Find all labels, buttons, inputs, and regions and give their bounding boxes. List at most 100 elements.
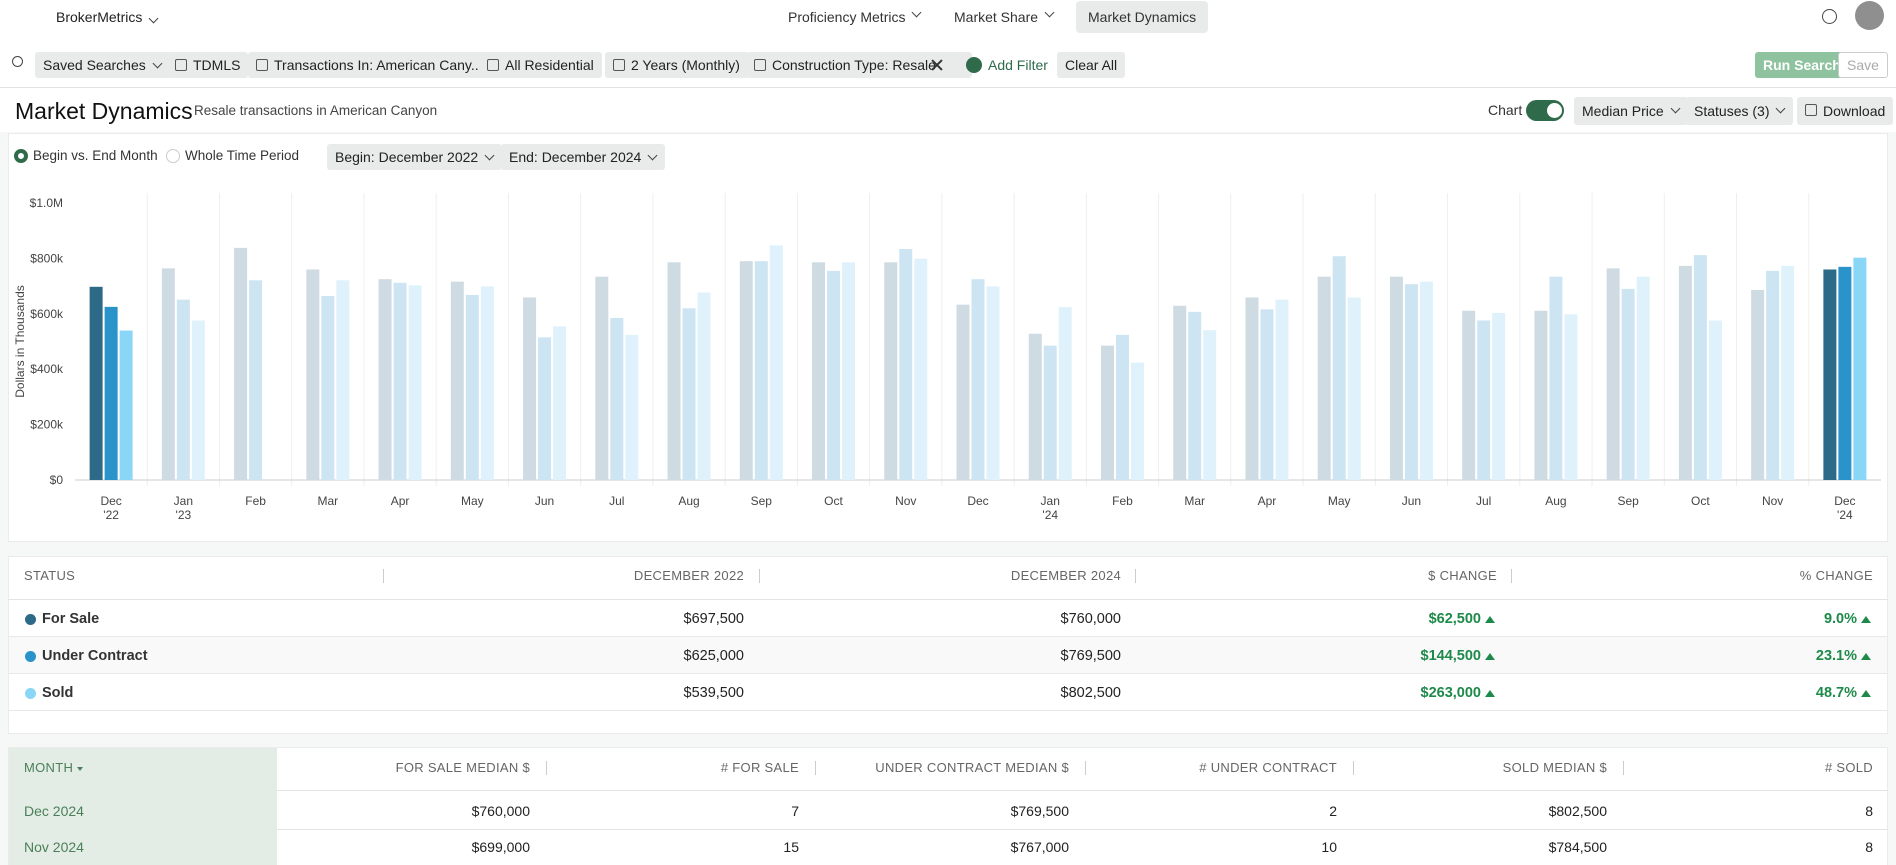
download[interactable]: Download [1797,97,1894,125]
x-tick-label: Feb [1112,494,1133,508]
status-dot [25,651,36,662]
filter-chip[interactable]: Transactions In: American Cany... [248,52,491,78]
column-separator [815,761,816,775]
radio[interactable] [14,149,28,163]
column-separator [546,761,547,775]
table-cell: 8 [1865,803,1873,819]
table-cell: $263,000 [1421,684,1497,702]
status-name: Under Contract [42,648,148,664]
month-cell: Dec 2024 [24,803,84,819]
status-name: For Sale [42,611,100,627]
x-tick-label: May [1327,494,1351,508]
table-cell: 15 [783,839,799,855]
nav-tab[interactable]: Proficiency Metrics [788,1,929,33]
page-title: Market Dynamics [15,98,193,124]
table-cell: $802,500 [1060,685,1121,701]
x-tick-label: Sep [1617,494,1639,508]
x-tick-label: Nov [895,494,917,508]
x-tick-label: Oct [1691,494,1710,508]
add-filter-icon [966,57,982,73]
table-cell: $699,000 [471,839,530,855]
statuses-select[interactable]: Statuses (3) [1686,97,1794,125]
x-tick-label: Oct [824,494,843,508]
status-name: Sold [42,685,74,701]
radio-label[interactable]: Begin vs. End Month [33,148,158,163]
x-tick-label: Mar [1184,494,1206,508]
table-header[interactable]: MONTH [24,760,74,775]
column-separator [383,569,384,583]
x-tick-label: Apr [1257,494,1277,508]
x-tick-label: Jan '23 [173,494,194,522]
add-filter[interactable]: Add Filter [988,57,1048,73]
x-tick-label: Nov [1761,494,1784,508]
begin-select[interactable]: Begin: December 2022 [327,144,503,170]
row-divider [277,790,1888,791]
table-cell: $697,500 [683,611,744,627]
page-subtitle: Resale transactions in American Canyon [194,103,438,118]
chart-toggle-knob [1547,103,1562,118]
filter-chip[interactable]: All Residential [479,52,602,78]
table-cell: $767,000 [1010,839,1069,855]
x-tick-label: Aug [678,494,700,508]
table-cell: $625,000 [683,648,744,664]
metric-select[interactable]: Median Price [1574,97,1688,125]
table-cell: 7 [791,803,799,819]
status-dot [25,614,36,625]
table-cell: $760,000 [471,803,530,819]
x-tick-label: May [460,494,484,508]
column-separator [1353,761,1354,775]
radio-label[interactable]: Whole Time Period [185,148,300,163]
filter-chip[interactable]: 2 Years (Monthly) [605,52,748,78]
table-cell: 9.0% [1824,610,1873,628]
table-header: # FOR SALE [720,760,799,775]
row-divider [277,829,1888,830]
radio[interactable] [166,149,180,163]
x-tick-label: Jul [1476,494,1492,508]
table-cell: $802,500 [1548,803,1607,819]
x-tick-label: Dec [967,494,989,508]
month-column-bg [9,748,277,865]
x-tick-label: Dec '22 [100,494,122,522]
x-tick-label: Mar [317,494,339,508]
x-tick-label: Aug [1545,494,1567,508]
status-dot [25,688,36,699]
table-header: SOLD MEDIAN $ [1502,760,1607,775]
table-cell: 2 [1329,803,1337,819]
save[interactable]: Save [1838,52,1888,78]
chart-panel [8,133,1888,542]
x-tick-label: Apr [390,494,410,508]
table-header: % CHANGE [1799,568,1873,583]
table-cell: $144,500 [1421,647,1497,665]
search-icon [12,56,23,67]
filter-chip[interactable]: Construction Type: Resale [746,52,972,78]
column-separator [1135,569,1136,583]
month-cell: Nov 2024 [24,839,84,855]
table-cell: $784,500 [1548,839,1607,855]
chart-toggle-label: Chart [1488,102,1523,118]
end-select[interactable]: End: December 2024 [501,144,666,170]
column-separator [1511,569,1512,583]
avatar[interactable] [1855,1,1884,30]
x-tick-label: Sep [750,494,772,508]
brand[interactable]: BrokerMetrics [56,7,166,27]
table-header: FOR SALE MEDIAN $ [395,760,530,775]
filter-chip[interactable]: Saved Searches [35,52,170,78]
nav-tab[interactable]: Market Dynamics [1076,1,1209,33]
table-header: DECEMBER 2024 [1010,568,1121,583]
row-divider [8,599,1888,600]
x-tick-label: Jun [534,494,555,508]
column-separator [1085,761,1086,775]
row-bg [9,600,1887,637]
run-search[interactable]: Run Search [1755,52,1849,78]
filter-chip[interactable]: TDMLS [167,52,249,78]
table-header: # UNDER CONTRACT [1199,760,1337,775]
sort-caret [77,767,83,771]
table-cell: $539,500 [683,685,744,701]
x-tick-label: Jun [1401,494,1422,508]
nav-tab[interactable]: Market Share [954,1,1062,33]
clear-all[interactable]: Clear All [1057,52,1126,78]
help-icon[interactable] [1822,9,1837,24]
table-cell: $769,500 [1060,648,1121,664]
row-bg [9,637,1887,674]
